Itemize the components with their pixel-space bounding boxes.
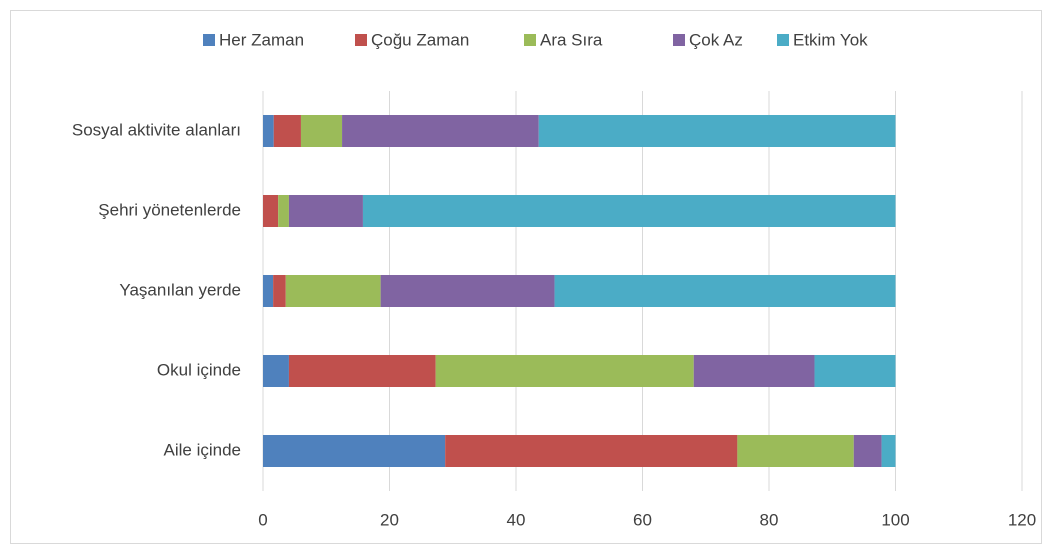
y-tick-label: Okul içinde xyxy=(157,360,241,379)
legend-label: Her Zaman xyxy=(219,30,304,49)
bar-segment xyxy=(737,435,854,467)
bar-segment xyxy=(263,115,274,147)
bar-segment xyxy=(435,355,694,387)
bar-segment xyxy=(263,355,289,387)
bar-segment xyxy=(263,275,274,307)
y-tick-label: Aile içinde xyxy=(164,440,242,459)
bar-segment xyxy=(273,275,286,307)
x-tick-label: 80 xyxy=(760,510,779,529)
bar-segment xyxy=(278,195,289,227)
x-tick-label: 40 xyxy=(507,510,526,529)
bar-segment xyxy=(263,435,446,467)
legend-swatch xyxy=(203,34,215,46)
y-tick-label: Sosyal aktivite alanları xyxy=(72,120,241,139)
bar-segment xyxy=(881,435,896,467)
x-tick-label: 60 xyxy=(633,510,652,529)
legend-swatch xyxy=(777,34,789,46)
bar-segment xyxy=(285,275,381,307)
bar-segment xyxy=(362,195,896,227)
bar-segment xyxy=(814,355,896,387)
legend-swatch xyxy=(673,34,685,46)
legend-swatch xyxy=(524,34,536,46)
x-tick-label: 120 xyxy=(1008,510,1036,529)
bar-segment xyxy=(380,275,555,307)
bar-segment xyxy=(288,195,363,227)
bar-segment xyxy=(693,355,815,387)
bar-segment xyxy=(273,115,301,147)
bar-segment xyxy=(538,115,896,147)
legend-label: Etkim Yok xyxy=(793,30,868,49)
legend-label: Çok Az xyxy=(689,30,743,49)
legend-label: Ara Sıra xyxy=(540,30,603,49)
bar-segment xyxy=(853,435,882,467)
y-tick-label: Şehri yönetenlerde xyxy=(98,200,241,219)
bar-segment xyxy=(342,115,539,147)
x-tick-label: 100 xyxy=(881,510,909,529)
legend-swatch xyxy=(355,34,367,46)
y-tick-label: Yaşanılan yerde xyxy=(119,280,241,299)
x-tick-label: 20 xyxy=(380,510,399,529)
bar-segment xyxy=(445,435,738,467)
bar-segment xyxy=(288,355,436,387)
bar-segment xyxy=(554,275,896,307)
x-tick-label: 0 xyxy=(258,510,267,529)
legend-label: Çoğu Zaman xyxy=(371,30,469,49)
bar-segment xyxy=(263,195,279,227)
bar-segment xyxy=(300,115,343,147)
